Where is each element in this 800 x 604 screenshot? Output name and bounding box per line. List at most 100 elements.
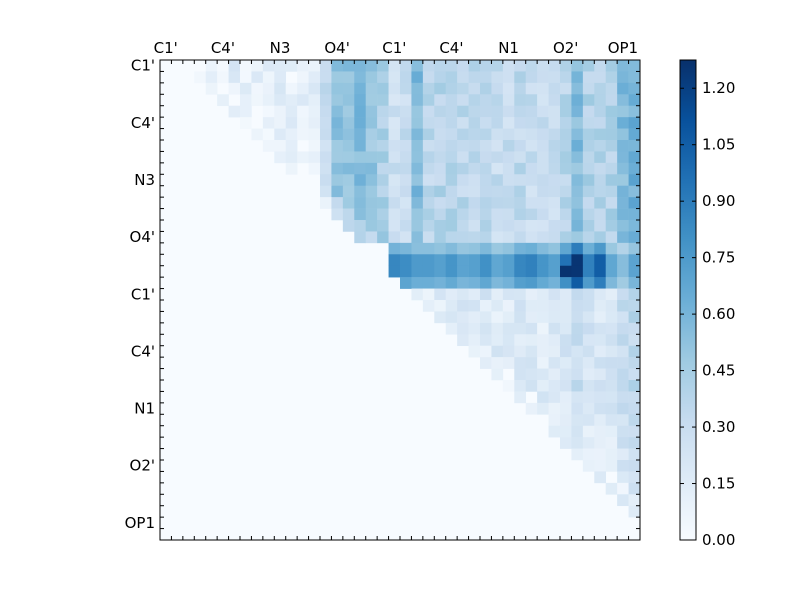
heatmap-cell: [537, 300, 549, 312]
heatmap-cell: [594, 94, 607, 107]
heatmap-cell: [594, 391, 607, 404]
heatmap-cell: [525, 162, 538, 175]
heatmap-cell: [537, 162, 549, 175]
heatmap-cell: [571, 425, 584, 438]
heatmap-cell: [377, 94, 389, 107]
heatmap-cell: [594, 402, 607, 415]
heatmap-cell: [582, 311, 595, 324]
heatmap-cell: [514, 208, 527, 221]
heatmap-cell: [628, 391, 641, 404]
heatmap-cell: [617, 128, 629, 141]
heatmap-cell: [525, 128, 538, 141]
heatmap-cell: [434, 288, 447, 301]
heatmap-cell: [457, 185, 469, 198]
heatmap-cell: [285, 94, 298, 107]
heatmap-cell: [422, 208, 435, 221]
heatmap-cell: [411, 242, 424, 255]
heatmap-cell: [628, 288, 641, 301]
heatmap-cell: [491, 174, 504, 187]
heatmap-cell: [617, 437, 629, 449]
heatmap-cell: [582, 242, 595, 255]
heatmap-cell: [491, 368, 504, 381]
heatmap-cell: [605, 414, 618, 427]
heatmap-cell: [537, 94, 549, 107]
heatmap-cell: [594, 460, 607, 472]
heatmap-cell: [594, 300, 607, 312]
heatmap-cell: [605, 151, 618, 164]
heatmap-cell: [514, 162, 527, 175]
heatmap-cell: [308, 117, 321, 129]
heatmap-cell: [628, 345, 641, 358]
heatmap-cell: [617, 117, 629, 129]
heatmap-cell: [468, 322, 481, 335]
heatmap-cell: [571, 231, 584, 244]
heatmap-cell: [457, 174, 469, 187]
heatmap-cell: [422, 82, 435, 95]
heatmap-cell: [468, 242, 481, 255]
heatmap-cell: [514, 128, 527, 141]
heatmap-cell: [514, 140, 527, 152]
heatmap-cell: [480, 71, 492, 84]
heatmap-cell: [262, 82, 275, 95]
heatmap-cell: [457, 220, 469, 232]
heatmap-cell: [274, 71, 287, 84]
heatmap-cell: [605, 185, 618, 198]
heatmap-cell: [491, 254, 504, 267]
heatmap-cell: [480, 242, 492, 255]
heatmap-cell: [251, 60, 264, 72]
heatmap-cell: [582, 288, 595, 301]
heatmap-cell: [548, 94, 561, 107]
heatmap-cell: [377, 220, 389, 232]
heatmap-cell: [377, 82, 389, 95]
heatmap-cell: [628, 254, 641, 267]
heatmap-cell: [560, 140, 572, 152]
heatmap-cell: [514, 288, 527, 301]
x-tick-label: C1': [154, 39, 178, 57]
heatmap-cell: [560, 117, 572, 129]
heatmap-cell: [628, 94, 641, 107]
heatmap-cell: [617, 151, 629, 164]
heatmap-cell: [365, 105, 378, 118]
heatmap-cell: [628, 505, 641, 518]
heatmap-cell: [365, 151, 378, 164]
x-tick-label: C1': [382, 39, 406, 57]
heatmap-cell: [514, 391, 527, 404]
heatmap-cell: [480, 334, 492, 347]
heatmap-cell: [502, 265, 515, 278]
heatmap-cell: [388, 265, 401, 278]
heatmap-cell: [605, 402, 618, 415]
heatmap-cell: [628, 71, 641, 84]
heatmap-cell: [525, 220, 538, 232]
heatmap-cell: [605, 105, 618, 118]
heatmap-cell: [537, 208, 549, 221]
heatmap-cell: [251, 128, 264, 141]
heatmap-cell: [411, 277, 424, 289]
heatmap-cell: [285, 60, 298, 72]
heatmap-cell: [354, 220, 367, 232]
x-tick-label: C4': [211, 39, 235, 57]
heatmap-cell: [582, 94, 595, 107]
heatmap-cell: [388, 208, 401, 221]
heatmap-cell: [502, 311, 515, 324]
heatmap-cell: [308, 151, 321, 164]
heatmap-cell: [342, 140, 355, 152]
heatmap-cell: [331, 162, 344, 175]
heatmap-cell: [217, 60, 229, 72]
heatmap-cell: [228, 82, 241, 95]
heatmap-cell: [491, 277, 504, 289]
heatmap-cell: [628, 334, 641, 347]
heatmap-cell: [422, 265, 435, 278]
heatmap-cell: [605, 174, 618, 187]
heatmap-cell: [468, 162, 481, 175]
heatmap-cell: [365, 71, 378, 84]
heatmap-cell: [537, 185, 549, 198]
heatmap-cell: [525, 402, 538, 415]
heatmap-cell: [240, 117, 252, 129]
heatmap-cell: [308, 60, 321, 72]
heatmap-cell: [491, 185, 504, 198]
heatmap-cell: [434, 311, 447, 324]
heatmap-cell: [491, 334, 504, 347]
heatmap-cell: [582, 368, 595, 381]
heatmap-cell: [537, 391, 549, 404]
heatmap-cell: [331, 117, 344, 129]
